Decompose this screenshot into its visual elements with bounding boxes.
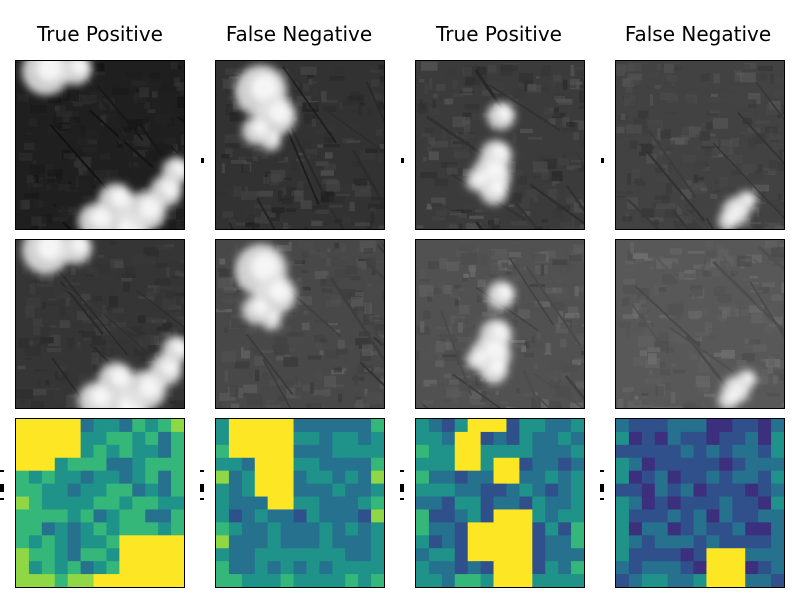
axis-mark: [400, 498, 404, 500]
satellite-image-graphic: [16, 61, 184, 229]
satellite-image-graphic: [16, 240, 184, 408]
satellite-image-graphic: [416, 61, 584, 229]
column-title-3: True Positive: [436, 22, 562, 46]
axis-mark: [600, 498, 604, 500]
heatmap-panel-r3-c4: [615, 418, 785, 588]
satellite-image-graphic: [216, 61, 384, 229]
image-panel-r2-c1: [15, 239, 185, 409]
heatmap-panel-r3-c2: [215, 418, 385, 588]
axis-mark: [200, 484, 204, 492]
axis-mark: [401, 158, 404, 163]
axis-mark: [200, 470, 204, 472]
axis-mark: [601, 158, 604, 163]
axis-mark: [600, 484, 604, 492]
heatmap-graphic: [416, 419, 584, 587]
satellite-image-graphic: [216, 240, 384, 408]
image-panel-r2-c4: [615, 239, 785, 409]
column-title-2: False Negative: [225, 22, 373, 46]
image-panel-r2-c2: [215, 239, 385, 409]
axis-mark: [400, 470, 404, 472]
image-panel-r2-c3: [415, 239, 585, 409]
axis-mark: [200, 498, 204, 500]
heatmap-graphic: [616, 419, 784, 587]
axis-mark: [0, 484, 4, 492]
satellite-image-graphic: [416, 240, 584, 408]
image-panel-r1-c4: [615, 60, 785, 230]
axis-mark: [0, 498, 4, 500]
heatmap-graphic: [16, 419, 184, 587]
satellite-image-graphic: [616, 240, 784, 408]
column-title-1: True Positive: [37, 22, 163, 46]
image-panel-r1-c3: [415, 60, 585, 230]
axis-mark: [0, 470, 4, 472]
axis-mark: [400, 484, 404, 492]
image-panel-r1-c1: [15, 60, 185, 230]
column-title-4: False Negative: [624, 22, 772, 46]
heatmap-panel-r3-c1: [15, 418, 185, 588]
axis-mark: [201, 158, 204, 163]
image-panel-r1-c2: [215, 60, 385, 230]
heatmap-graphic: [216, 419, 384, 587]
satellite-image-graphic: [616, 61, 784, 229]
axis-mark: [600, 470, 604, 472]
heatmap-panel-r3-c3: [415, 418, 585, 588]
